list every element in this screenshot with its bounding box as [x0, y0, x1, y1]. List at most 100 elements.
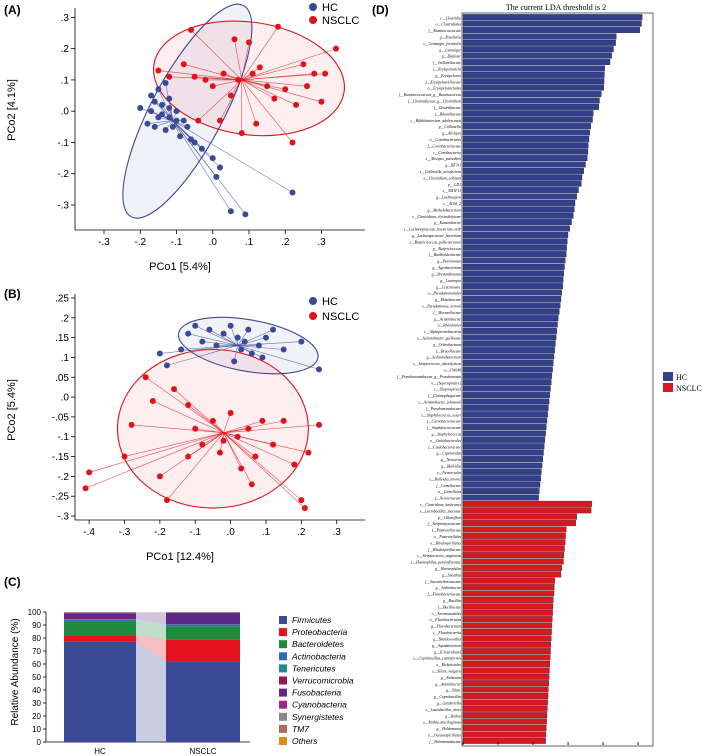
lda-bar-hc [462, 193, 577, 200]
spoke-nsclc [124, 432, 224, 457]
panel-a-xlabel: PCo1 [5.4%] [149, 261, 211, 273]
panel-a: -.3 -.2 -.1 .0 .1 .2 .3 -.3 -.2 -.1 .0 .1 .2 .3 PCo1 … [6, 2, 365, 273]
point-nsclc [282, 86, 289, 93]
spoke-hc [237, 341, 302, 346]
y-tick-label: 40 [32, 686, 41, 695]
point-hc [242, 211, 249, 218]
lda-taxon-label: o__Gemellales [438, 490, 461, 494]
lda-bar-hc [462, 270, 564, 277]
point-hc [185, 330, 192, 337]
lda-taxon-label: s__Coprobacillus_cateniformis [413, 657, 461, 661]
point-hc [209, 155, 216, 162]
point-nsclc [252, 453, 259, 460]
lda-bar-nsclc [462, 616, 553, 623]
legend-label: Synergistetes [292, 712, 344, 722]
y-tick-label: 50 [32, 673, 41, 682]
panel-b: -.3 -.25 -.2 -.15 -.1 -.05 .0 .05 .1 .15 .2 .25 -.4 -… [6, 293, 365, 563]
lda-taxon-label: f__Chitinophagaceae [428, 394, 461, 398]
lda-bar-nsclc [462, 500, 592, 507]
bar-segment-bacteroidetes [64, 621, 136, 636]
panel-d: The current LDA threshold is 2 c__Clostr… [397, 3, 702, 747]
point-nsclc [86, 469, 93, 476]
spoke-nsclc [223, 424, 320, 434]
point-nsclc [259, 417, 266, 424]
bar-segment-actinobacteria [64, 619, 136, 622]
spoke-hc [237, 337, 267, 346]
lda-taxon-label: s__Gemmiger_formicilis [423, 42, 461, 46]
legend-hc-swatch [663, 372, 673, 381]
lda-bar-hc [462, 46, 614, 53]
lda-taxon-label: s__Acinetobacter_johnsonii [418, 401, 461, 405]
point-hc [162, 80, 169, 87]
lda-taxon-label: o__Erysipelotrichales [427, 87, 461, 91]
point-hc [199, 338, 206, 345]
point-nsclc [209, 417, 216, 424]
y-tick-label: .25 [55, 293, 69, 304]
spoke-nsclc [195, 428, 224, 434]
point-hc [163, 362, 170, 369]
lda-bar-hc [462, 238, 568, 245]
lda-bar-hc [462, 462, 543, 469]
lda-taxon-label: s__Bulleidia_moorei [429, 477, 461, 481]
lda-bar-hc [462, 443, 545, 450]
lda-taxon-label: s__Clostridium_clostridioforme [412, 215, 461, 219]
spoke-hc [195, 325, 238, 346]
point-hc [144, 120, 151, 127]
y-tick-label: .05 [55, 373, 69, 384]
lda-bar-nsclc [462, 693, 549, 699]
lda-taxon-label: s__Haemophilus_parainfluenzae [411, 561, 462, 565]
point-nsclc [311, 70, 318, 77]
spoke-nsclc [223, 432, 253, 485]
spoke-hc [230, 325, 238, 346]
point-nsclc [180, 61, 187, 68]
lda-bar-hc [462, 283, 563, 290]
lda-taxon-label: g__Agrobacterium [432, 266, 461, 270]
panel-b-axes: -.3 -.25 -.2 -.15 -.1 -.05 .0 .05 .1 .15 .2 .25 -.4 -… [52, 293, 365, 538]
lda-bar-nsclc [462, 699, 548, 706]
x-tick-label: .3 [317, 237, 326, 248]
lda-taxon-label: f__Staphylococcaceae [427, 426, 461, 430]
lda-bar-hc [462, 468, 542, 475]
y-tick-label: -.3 [57, 200, 69, 211]
spoke-nsclc [230, 79, 242, 96]
point-hc [173, 117, 180, 124]
lda-taxon-label: o__CW040 [444, 368, 461, 372]
bar-segment-fusobacteria [64, 613, 136, 619]
bar-segment-cyanobacteria [64, 612, 136, 614]
legend-hc-marker [309, 3, 317, 11]
spoke-nsclc [85, 432, 224, 489]
legend-label: Proteobacteria [292, 627, 348, 637]
spoke-nsclc [166, 432, 224, 501]
ellipse-nsclc [116, 348, 309, 509]
lda-taxon-label: f__Veillonellaceae [433, 61, 461, 65]
bar-connector-band [136, 618, 166, 625]
point-hc [156, 350, 163, 357]
lda-taxon-label: o__Clostridiales [436, 23, 462, 27]
panel-b-ylabel: PCo2 [5.4%] [6, 379, 18, 441]
lda-taxon-label: g__Methylobacterium [427, 208, 461, 212]
y-tick-label: -.15 [52, 452, 70, 463]
y-tick-label: 100 [28, 608, 42, 617]
x-tick-label: 4 [602, 741, 604, 746]
lda-bar-nsclc [462, 648, 551, 655]
lda-bar-hc [462, 392, 550, 398]
point-hc [248, 350, 255, 357]
x-tick-label: 3 [567, 741, 569, 746]
x-tick-label: .1 [245, 237, 254, 248]
lda-bar-hc [462, 167, 584, 174]
spoke-nsclc [173, 388, 224, 433]
legend-nsclc-label: NSCLC [322, 15, 359, 27]
lda-bar-hc [462, 475, 541, 482]
y-tick-label: -.05 [52, 412, 70, 423]
y-tick-label: 90 [32, 621, 41, 630]
point-hc [178, 346, 185, 353]
lda-bar-hc [462, 436, 546, 443]
point-hc [184, 123, 191, 130]
lda-bar-hc [462, 206, 575, 213]
x-tick-label: -.4 [83, 527, 95, 538]
lda-taxon-label: f__Bacillaceae [438, 605, 461, 609]
lda-bar-hc [462, 334, 557, 341]
point-hc [259, 354, 266, 361]
lda-taxon-label: o__Rhodospirillales [430, 541, 461, 545]
